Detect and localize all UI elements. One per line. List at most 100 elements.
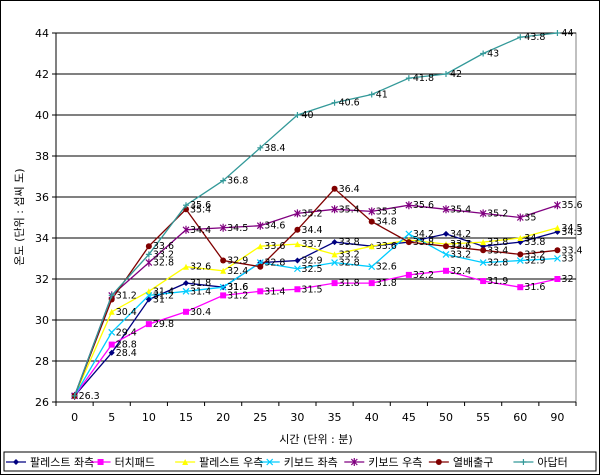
data-point (554, 276, 561, 282)
data-point (554, 30, 561, 36)
data-label: 35.2 (301, 208, 322, 219)
x-tick-label: 35 (328, 411, 342, 424)
data-label: 32.2 (413, 270, 434, 281)
legend-marker (13, 459, 19, 465)
x-tick-label: 40 (365, 411, 379, 424)
legend-label: 아답터 (537, 456, 567, 469)
data-label: 29.8 (153, 319, 174, 330)
legend: 팔레스트 좌측 터치패드 팔레스트 우측 키보드 좌측 키보드 우측 열배출구 아답터 (6, 456, 568, 469)
data-point (145, 243, 152, 250)
data-point (145, 296, 152, 303)
data-point (443, 267, 449, 274)
y-tick-label: 28 (35, 355, 49, 368)
data-point (145, 251, 152, 258)
data-label: 33.8 (339, 237, 360, 248)
data-point (442, 250, 450, 258)
data-point (368, 91, 375, 98)
data-point (554, 201, 561, 210)
x-tick-label: 45 (402, 411, 416, 424)
legend-marker (182, 459, 189, 465)
data-point (480, 247, 487, 254)
data-label: 31.2 (153, 290, 174, 301)
data-label: 31.2 (227, 290, 248, 301)
data-point (442, 205, 450, 214)
data-label: 36.4 (339, 184, 360, 195)
data-label: 32.5 (301, 264, 322, 275)
data-point (145, 258, 153, 267)
y-tick-label: 38 (35, 150, 49, 163)
data-point (368, 207, 376, 216)
data-label: 35.6 (561, 200, 582, 211)
data-point (331, 251, 338, 258)
data-point (368, 280, 375, 287)
legend-marker (97, 459, 104, 465)
data-label: 33.2 (339, 249, 360, 260)
data-label: 33.6 (376, 241, 397, 252)
x-tick-label: 30 (290, 411, 304, 424)
x-axis-ticks: 0 5 10 15 20 25 30 35 40 45 50 55 60 90 (55, 402, 577, 424)
data-point (443, 71, 449, 77)
data-point (256, 221, 264, 230)
legend-label: 팔레스트 좌측 (30, 456, 94, 469)
data-point (405, 75, 412, 82)
data-point (220, 267, 227, 274)
data-label: 34.3 (561, 227, 582, 238)
data-label: 34 (524, 233, 536, 244)
data-label: 32.9 (227, 256, 248, 267)
data-point (294, 241, 301, 248)
x-tick-label: 15 (179, 411, 193, 424)
data-label: 41.8 (413, 73, 434, 84)
x-tick-label: 20 (216, 411, 230, 424)
data-point (257, 243, 264, 250)
data-label: 29.4 (116, 327, 137, 338)
x-tick-label: 90 (550, 411, 564, 424)
data-point (145, 291, 153, 299)
data-label: 34.8 (376, 217, 397, 228)
data-point (108, 292, 115, 299)
data-point (554, 224, 561, 231)
data-label: 34.2 (413, 229, 434, 240)
data-point (219, 283, 227, 291)
data-label: 31.8 (190, 278, 211, 289)
data-label: 31.2 (116, 290, 137, 301)
data-label: 33.2 (450, 249, 471, 260)
data-point (331, 205, 338, 214)
data-label: 32.8 (153, 258, 174, 269)
data-label: 34.4 (301, 225, 322, 236)
data-point (368, 263, 376, 271)
data-label: 44 (561, 28, 573, 39)
data-point (108, 328, 116, 336)
data-point (517, 34, 524, 41)
data-label: 30.4 (116, 307, 137, 318)
data-label: 34.6 (264, 221, 285, 232)
data-label: 43.8 (524, 32, 545, 43)
data-point (368, 218, 375, 225)
data-label: 33.8 (524, 237, 545, 248)
data-label: 32.8 (264, 258, 285, 269)
data-point (183, 202, 189, 209)
data-label: 35.2 (487, 208, 508, 219)
data-point (480, 50, 487, 57)
x-tick-label: 10 (142, 411, 156, 424)
data-point (182, 287, 190, 295)
x-tick-label: 25 (253, 411, 267, 424)
data-point (554, 255, 561, 262)
data-label: 26.3 (79, 391, 100, 402)
data-label: 31.6 (227, 282, 248, 293)
data-label: 35 (524, 213, 536, 224)
data-point (443, 243, 449, 250)
y-tick-label: 36 (35, 191, 49, 204)
x-tick-label: 50 (439, 411, 453, 424)
data-label: 33.2 (153, 249, 174, 260)
data-label: 31.5 (301, 284, 322, 295)
legend-marker (266, 458, 274, 466)
series-line (74, 231, 558, 397)
data-label: 33.2 (524, 249, 545, 260)
data-point (182, 225, 190, 234)
series-line (74, 270, 558, 397)
data-label: 38.4 (264, 143, 285, 154)
data-point (331, 185, 338, 192)
legend-label: 키보드 우측 (368, 456, 422, 469)
